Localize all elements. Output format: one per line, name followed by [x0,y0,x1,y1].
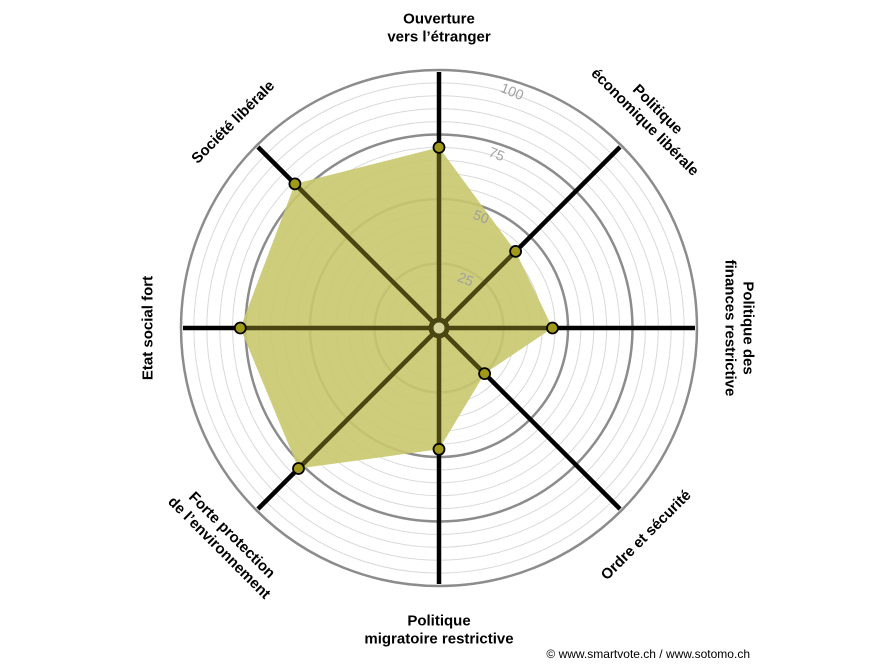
data-point [432,140,446,154]
data-points [233,140,559,475]
data-point [233,321,247,335]
axis-label: migratoire restrictive [364,631,513,648]
axis-label: Politique des [740,281,757,374]
grid-ring-major [179,68,699,588]
data-point [546,321,559,335]
data-point [478,367,492,381]
copyright-notice: © www.smartvote.ch / www.sotomo.ch [546,647,750,661]
axis-label: Politique [407,613,470,630]
axis-label: finances restrictive [722,260,739,397]
axis-label-group: Etat social fort [140,276,157,380]
tick-label: 25 [455,269,476,290]
axis-spoke-inner [293,182,441,330]
axis-spoke-inner [437,326,487,376]
data-point [288,177,302,191]
center-hub [428,317,450,339]
profile-area [240,147,553,469]
chart-spokes-inner [240,147,553,471]
axis-spoke-inner [437,249,518,330]
axis-label: vers l’étranger [387,29,491,46]
tick-label: 50 [471,206,492,227]
data-point [292,462,305,475]
data-point [509,244,522,258]
tick-label: 75 [487,144,508,165]
axis-label: Etat social fort [140,276,157,380]
data-point [432,442,446,456]
axis-label: Ouverture [403,11,475,28]
axis-spoke-inner [296,326,441,471]
